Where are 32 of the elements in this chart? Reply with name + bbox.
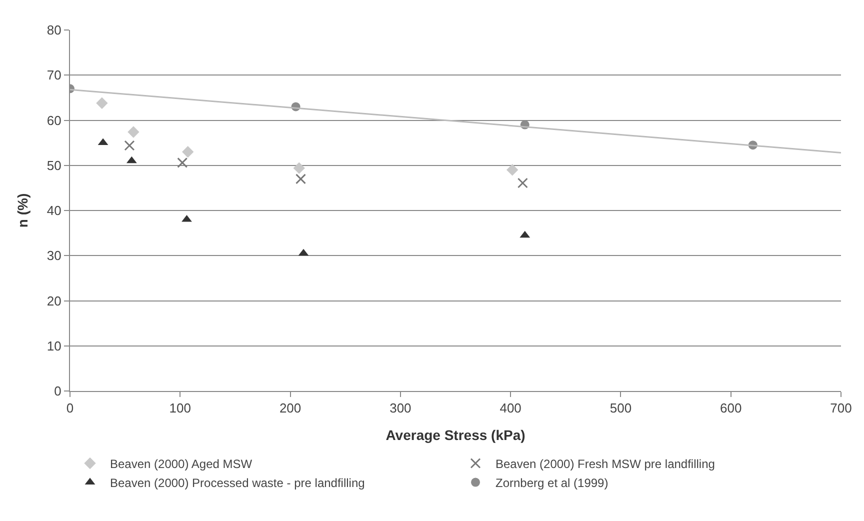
- x-tick-label: 0: [66, 400, 74, 416]
- y-tick-label: 30: [46, 248, 62, 264]
- x-tick-label: 500: [610, 400, 632, 416]
- legend-label: Beaven (2000) Fresh MSW pre landfilling: [496, 456, 715, 471]
- point: [293, 162, 305, 174]
- legend-label: Beaven (2000) Aged MSW: [110, 456, 253, 471]
- x-axis-title: Average Stress (kPa): [386, 426, 526, 443]
- point: [128, 126, 140, 138]
- x-tick-label: 700: [830, 400, 852, 416]
- legend-label: Zornberg et al (1999): [496, 476, 608, 490]
- y-tick-label: 0: [54, 384, 62, 399]
- legend-label: Beaven (2000) Processed waste - pre landfilling: [110, 476, 365, 490]
- x-tick-label: 100: [169, 400, 191, 416]
- y-tick-label: 10: [46, 338, 62, 354]
- y-tick-label: 80: [46, 22, 62, 38]
- point: [506, 164, 518, 176]
- point: [124, 140, 135, 151]
- y-tick-label: 20: [46, 293, 62, 308]
- point: [177, 157, 188, 168]
- point: [296, 174, 306, 184]
- x-tick-label: 300: [390, 400, 412, 416]
- y-tick-label: 50: [46, 158, 62, 173]
- y-tick-label: 60: [46, 112, 62, 128]
- y-tick-label: 40: [46, 203, 62, 218]
- point: [182, 146, 194, 158]
- y-tick-label: 70: [46, 68, 62, 83]
- x-tick-label: 600: [720, 400, 742, 416]
- x-tick-label: 400: [500, 400, 522, 416]
- point: [517, 178, 528, 188]
- point: [96, 97, 108, 109]
- x-tick-label: 200: [279, 400, 302, 416]
- y-axis-title: n (%): [14, 193, 31, 228]
